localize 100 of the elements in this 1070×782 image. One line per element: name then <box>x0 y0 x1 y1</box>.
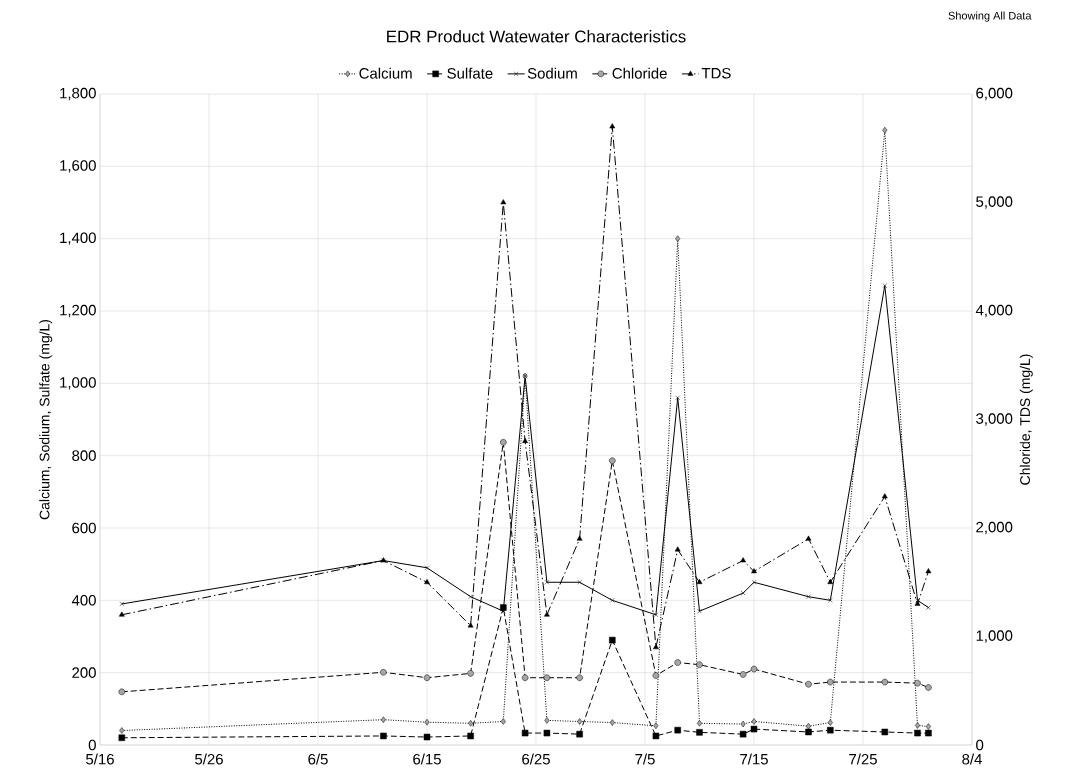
y2-tick-label: 3,000 <box>976 413 1013 426</box>
x-tick-label: 5/16 <box>86 753 114 765</box>
y-tick-label: 800 <box>72 450 96 461</box>
point <box>577 579 582 585</box>
point <box>925 568 932 574</box>
y2-tick-label: 4,000 <box>975 304 1013 318</box>
legend-label: Chloride <box>612 67 667 79</box>
point <box>467 670 474 677</box>
point <box>926 605 931 610</box>
point <box>740 720 746 728</box>
point <box>740 590 746 596</box>
x-tick-label: 7/25 <box>849 753 877 765</box>
point <box>522 437 528 443</box>
point <box>500 718 506 725</box>
y2-tick-label: 6,000 <box>976 87 1013 101</box>
point <box>827 678 834 686</box>
point <box>609 123 616 129</box>
point <box>467 732 474 740</box>
point <box>925 723 931 730</box>
point <box>119 727 125 734</box>
point <box>653 722 659 730</box>
point <box>653 644 659 650</box>
point <box>467 622 474 628</box>
point <box>609 457 616 464</box>
y2-tick-label: 1,000 <box>976 630 1013 643</box>
y2-tick-label: 2,000 <box>976 521 1013 535</box>
point <box>750 665 758 673</box>
point <box>806 594 811 600</box>
point <box>468 720 474 727</box>
point <box>468 594 473 600</box>
point <box>609 636 616 644</box>
point <box>827 719 833 726</box>
y2-tick-label: 5,000 <box>976 196 1013 209</box>
y2-axis-title: Chloride, TDS (mg/L) <box>1019 354 1033 485</box>
point <box>119 601 125 607</box>
point <box>521 729 529 737</box>
point <box>118 688 126 696</box>
point <box>751 718 757 725</box>
point <box>543 674 551 681</box>
x-tick-label: 6/25 <box>522 753 550 765</box>
point <box>882 283 888 289</box>
y-axis-title: Calcium, Sodium, Sulfate (mg/L) <box>39 320 53 520</box>
chart-title: EDR Product Watewater Characteristics <box>387 30 686 43</box>
point <box>652 732 660 740</box>
point <box>674 546 681 552</box>
y-tick-label: 1,000 <box>60 377 96 390</box>
point <box>424 565 430 571</box>
point <box>423 674 431 681</box>
y-tick-label: 1,200 <box>60 304 96 318</box>
y-tick-label: 1,600 <box>60 160 96 173</box>
y-tick-label: 400 <box>71 595 96 606</box>
x-tick-label: 7/5 <box>635 753 655 765</box>
point <box>827 726 834 734</box>
point <box>118 734 126 741</box>
point <box>751 568 757 574</box>
point <box>805 681 812 688</box>
point <box>697 720 702 727</box>
point <box>423 733 431 741</box>
legend-label: Calcium <box>359 67 412 79</box>
legend-label: TDS <box>701 67 731 79</box>
x-tick-label: 6/5 <box>308 753 328 765</box>
point <box>380 716 386 723</box>
point <box>675 235 681 242</box>
point <box>881 678 889 686</box>
point <box>915 722 920 729</box>
point <box>925 684 932 691</box>
point <box>544 611 550 617</box>
point <box>500 199 507 205</box>
point <box>697 608 702 614</box>
point <box>674 659 681 666</box>
legend-label: Sulfate <box>447 67 493 79</box>
point <box>827 597 833 603</box>
point <box>696 579 703 584</box>
y-tick-label: 600 <box>72 522 96 534</box>
point <box>751 579 757 585</box>
point <box>739 730 747 738</box>
y2-tick-label: 0 <box>976 739 984 751</box>
point <box>424 718 430 726</box>
point <box>827 579 834 584</box>
point <box>750 725 758 733</box>
y-tick-label: 200 <box>72 667 96 678</box>
x-tick-label: 5/26 <box>195 753 223 765</box>
point <box>882 126 888 134</box>
x-tick-label: 7/15 <box>740 753 768 765</box>
point <box>925 729 932 737</box>
point <box>652 672 660 679</box>
point <box>424 579 430 584</box>
point <box>118 611 125 617</box>
x-tick-label: 8/4 <box>962 753 982 765</box>
point <box>380 732 387 740</box>
point <box>576 674 583 681</box>
text: Showing All Data <box>948 11 1032 22</box>
point <box>576 730 583 738</box>
x-tick-label: 6/15 <box>413 753 441 765</box>
point <box>380 669 387 676</box>
point <box>609 719 615 726</box>
point <box>739 671 747 678</box>
point <box>609 597 615 603</box>
point <box>696 661 703 668</box>
y-tick-label: 1,800 <box>60 87 96 101</box>
